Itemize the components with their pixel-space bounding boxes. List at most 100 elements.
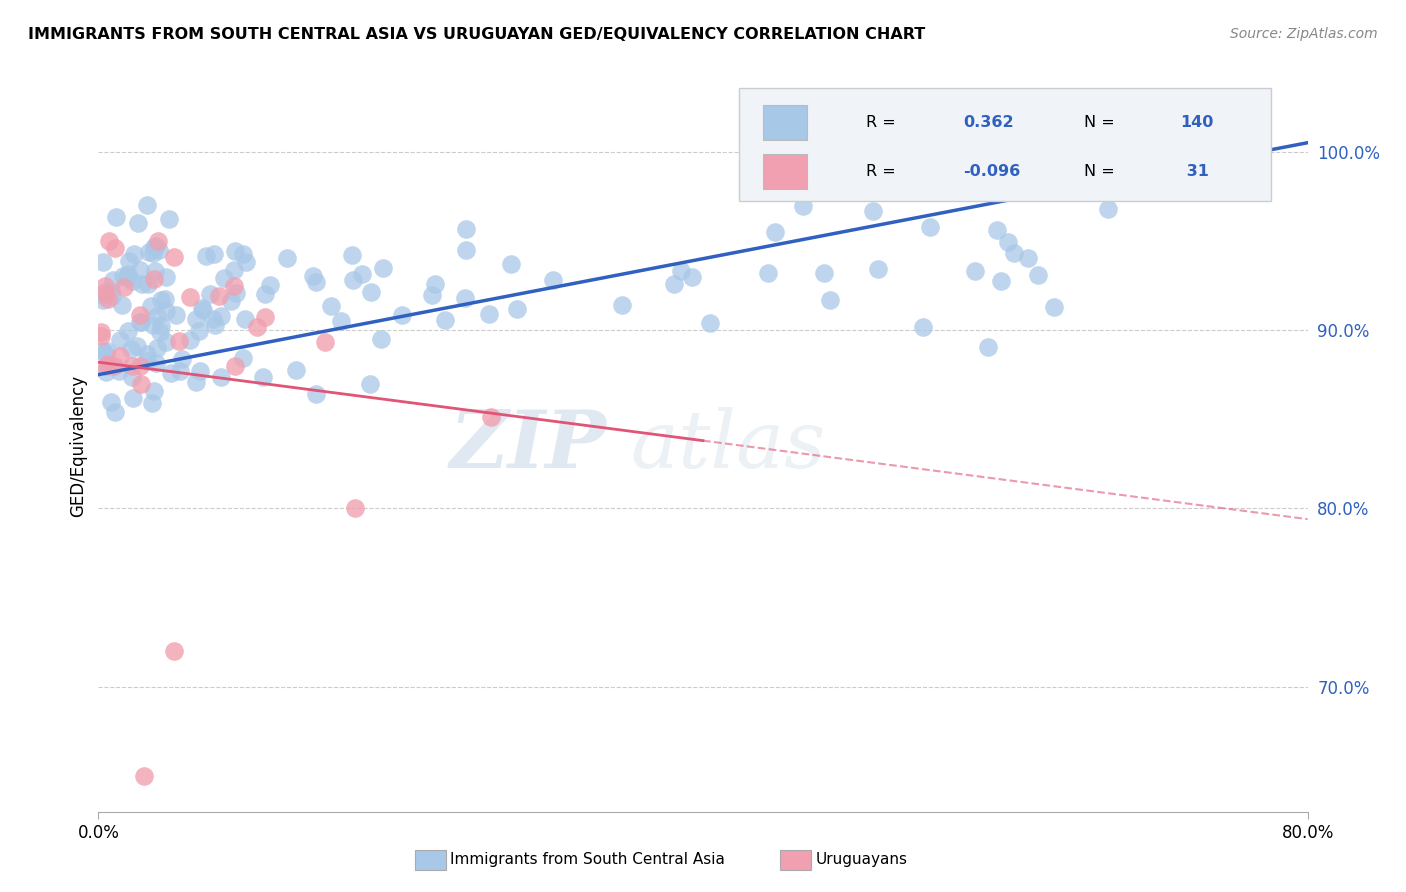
Point xyxy=(214,270,236,285)
Text: -0.096: -0.096 xyxy=(963,164,1021,179)
Point xyxy=(108,349,131,363)
Point xyxy=(90,328,112,343)
Point xyxy=(136,197,159,211)
Point xyxy=(699,316,721,330)
Point xyxy=(132,769,155,783)
Point xyxy=(610,298,633,312)
Point xyxy=(91,288,114,302)
Point xyxy=(94,287,117,301)
Point xyxy=(252,369,274,384)
Point xyxy=(541,273,564,287)
Point xyxy=(225,285,247,300)
Point xyxy=(359,377,381,392)
Point xyxy=(93,255,115,269)
Point xyxy=(138,244,160,259)
Point xyxy=(94,365,117,379)
Point xyxy=(208,288,231,302)
Point xyxy=(259,277,281,292)
Point xyxy=(481,409,503,424)
Point xyxy=(224,359,246,373)
Point xyxy=(1026,268,1049,283)
Point xyxy=(141,395,163,409)
Point xyxy=(121,274,143,288)
Point xyxy=(96,293,118,307)
Point xyxy=(454,243,477,257)
Point xyxy=(505,302,527,317)
Point xyxy=(115,270,138,285)
Point xyxy=(202,247,225,261)
Point xyxy=(792,199,814,213)
Point xyxy=(232,351,254,365)
Point xyxy=(165,309,187,323)
Point xyxy=(104,405,127,419)
Point xyxy=(965,263,987,277)
Point xyxy=(155,292,177,306)
Point xyxy=(129,359,152,373)
Point xyxy=(920,219,942,234)
Point xyxy=(478,308,501,322)
Text: Source: ZipAtlas.com: Source: ZipAtlas.com xyxy=(1230,27,1378,41)
Point xyxy=(100,285,122,299)
Point xyxy=(425,277,447,291)
Point xyxy=(204,318,226,332)
Point xyxy=(145,239,167,253)
Point xyxy=(254,287,277,301)
Point xyxy=(150,293,173,307)
Point xyxy=(163,644,186,658)
Point xyxy=(146,341,169,355)
Point xyxy=(371,261,394,276)
Point xyxy=(209,370,232,384)
Point xyxy=(1017,251,1039,265)
Point xyxy=(136,354,159,368)
Point xyxy=(127,216,149,230)
Point xyxy=(131,376,153,391)
Point xyxy=(501,257,523,271)
Point xyxy=(91,293,114,307)
Point xyxy=(155,270,177,285)
Point xyxy=(129,263,152,277)
Point xyxy=(94,279,117,293)
Point xyxy=(664,277,686,292)
Point xyxy=(911,319,934,334)
Point xyxy=(120,342,142,356)
Point xyxy=(360,285,382,299)
Point xyxy=(187,324,209,338)
Point xyxy=(157,211,180,226)
Point xyxy=(129,315,152,329)
Point xyxy=(454,291,477,305)
Point xyxy=(681,270,703,285)
Point xyxy=(90,325,112,339)
Point xyxy=(96,343,118,358)
Point xyxy=(170,352,193,367)
Point xyxy=(233,312,256,326)
Point xyxy=(136,277,159,291)
Point xyxy=(209,309,232,323)
Point xyxy=(142,318,165,333)
Text: 0.362: 0.362 xyxy=(963,115,1014,130)
Point xyxy=(201,312,224,326)
Point xyxy=(100,289,122,303)
Text: Uruguayans: Uruguayans xyxy=(815,853,907,867)
Point xyxy=(117,324,139,338)
Point xyxy=(195,249,218,263)
Point xyxy=(1043,300,1066,314)
Point xyxy=(121,391,143,405)
Point xyxy=(128,315,150,329)
Point xyxy=(184,375,207,389)
Point xyxy=(105,210,128,224)
Point xyxy=(143,271,166,285)
Point xyxy=(433,313,456,327)
Point xyxy=(305,387,328,401)
Point xyxy=(276,251,298,265)
Point xyxy=(142,245,165,260)
Point xyxy=(118,253,141,268)
FancyBboxPatch shape xyxy=(763,154,807,189)
Point xyxy=(155,334,177,349)
Point xyxy=(246,320,269,334)
Point xyxy=(305,275,328,289)
Point xyxy=(763,225,786,239)
Point xyxy=(200,286,222,301)
Point xyxy=(370,332,392,346)
Point xyxy=(235,255,257,269)
Point xyxy=(98,234,121,248)
